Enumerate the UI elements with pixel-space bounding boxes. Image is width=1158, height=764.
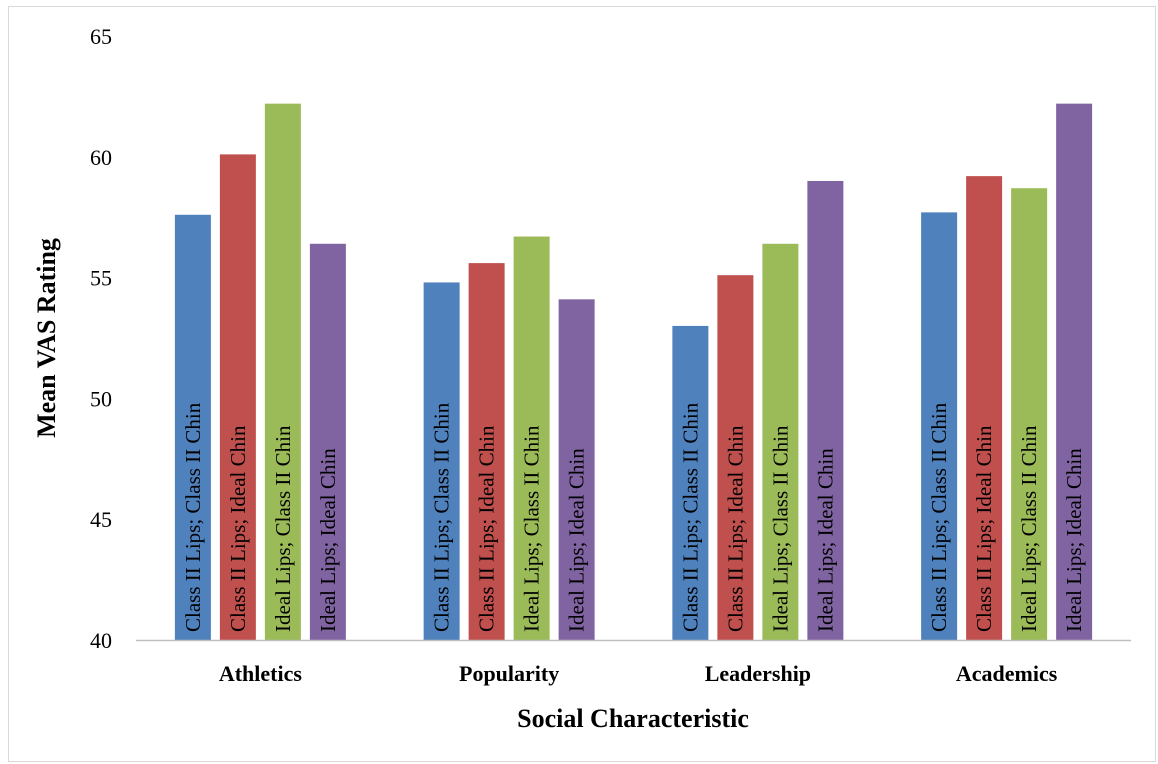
y-tick-label: 50 bbox=[90, 386, 112, 411]
x-category-label: Leadership bbox=[705, 661, 811, 686]
x-axis-title: Social Characteristic bbox=[517, 704, 749, 733]
bar bbox=[717, 275, 754, 640]
bar bbox=[264, 103, 301, 640]
bar-series-label: Class II Lips; Class II Chin bbox=[430, 402, 454, 632]
bar bbox=[966, 176, 1003, 641]
y-axis: 40 45 50 55 60 65 bbox=[90, 24, 112, 653]
bar bbox=[1056, 103, 1093, 640]
bar-series-label: Class II Lips; Ideal Chin bbox=[226, 425, 250, 632]
bar bbox=[1011, 188, 1048, 640]
y-tick-label: 45 bbox=[90, 507, 112, 532]
bar bbox=[807, 180, 844, 640]
y-tick-label: 65 bbox=[90, 24, 112, 49]
bar-series-label: Ideal Lips; Class II Chin bbox=[520, 425, 544, 632]
bar bbox=[921, 212, 958, 641]
bar bbox=[219, 154, 256, 640]
bar-series-label: Ideal Lips; Class II Chin bbox=[271, 425, 295, 632]
bar-series-label: Class II Lips; Class II Chin bbox=[181, 402, 205, 632]
bar-series-label: Class II Lips; Ideal Chin bbox=[723, 425, 747, 632]
bar-series-label: Ideal Lips; Class II Chin bbox=[768, 425, 792, 632]
bar bbox=[558, 299, 595, 640]
bar bbox=[423, 282, 460, 640]
bar bbox=[309, 243, 346, 640]
y-tick-label: 40 bbox=[90, 628, 112, 653]
bar-series-label: Ideal Lips; Class II Chin bbox=[1017, 425, 1041, 632]
bar bbox=[672, 325, 709, 640]
bar bbox=[174, 214, 211, 640]
x-category-label: Popularity bbox=[459, 661, 559, 686]
bar-series-label: Ideal Lips; Ideal Chin bbox=[565, 448, 589, 632]
y-tick-label: 55 bbox=[90, 266, 112, 291]
bar bbox=[762, 243, 799, 640]
y-axis-title: Mean VAS Rating bbox=[32, 238, 61, 438]
bar bbox=[513, 236, 550, 640]
bar-series-label: Ideal Lips; Ideal Chin bbox=[813, 448, 837, 632]
x-category-label: Academics bbox=[956, 661, 1058, 686]
bar-series-label: Class II Lips; Ideal Chin bbox=[475, 425, 499, 632]
y-tick-label: 60 bbox=[90, 145, 112, 170]
bars: Class II Lips; Class II Chin Class II Lip… bbox=[174, 103, 1093, 641]
bar-series-label: Class II Lips; Class II Chin bbox=[678, 402, 702, 632]
bar-series-label: Class II Lips; Class II Chin bbox=[927, 402, 951, 632]
bar bbox=[468, 263, 505, 640]
x-axis: Athletics Popularity Leadership Academics bbox=[136, 639, 1131, 686]
bar-series-label: Ideal Lips; Ideal Chin bbox=[1062, 448, 1086, 632]
bar-series-label: Ideal Lips; Ideal Chin bbox=[316, 448, 340, 632]
bar-series-label: Class II Lips; Ideal Chin bbox=[972, 425, 996, 632]
x-category-label: Athletics bbox=[219, 661, 303, 686]
